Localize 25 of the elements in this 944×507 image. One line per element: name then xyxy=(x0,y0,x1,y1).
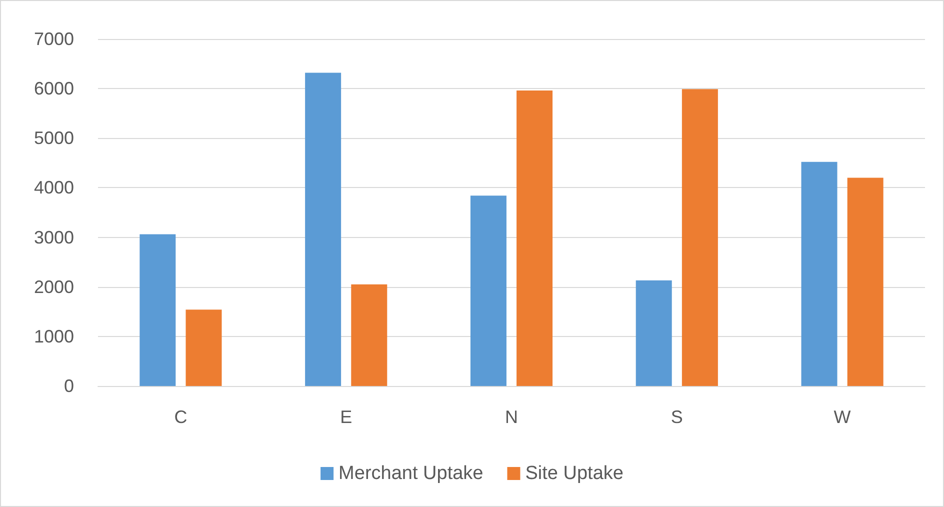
bar xyxy=(516,90,553,386)
x-tick-label: N xyxy=(505,407,518,427)
bar xyxy=(470,196,506,386)
y-tick-label: 5000 xyxy=(34,128,74,148)
x-tick-label: E xyxy=(340,407,352,427)
bar xyxy=(682,89,718,386)
legend-label: Site Uptake xyxy=(525,463,624,484)
y-tick-label: 7000 xyxy=(34,29,74,49)
y-tick-label: 2000 xyxy=(34,276,74,297)
x-tick-label: W xyxy=(834,407,851,427)
y-tick-label: 4000 xyxy=(34,178,74,198)
bar xyxy=(140,234,176,386)
x-tick-label: S xyxy=(670,407,683,427)
bar xyxy=(305,72,342,386)
y-tick-label: 1000 xyxy=(34,326,74,346)
y-tick-label: 6000 xyxy=(34,78,74,99)
legend-label: Merchant Uptake xyxy=(338,463,484,484)
bar xyxy=(801,162,838,386)
bar xyxy=(351,284,388,386)
bar xyxy=(186,310,222,386)
y-tick-label: 3000 xyxy=(34,227,74,248)
y-tick-label: 0 xyxy=(64,376,74,396)
bar xyxy=(636,280,672,386)
x-tick-label: C xyxy=(174,407,188,427)
bar xyxy=(847,178,884,386)
